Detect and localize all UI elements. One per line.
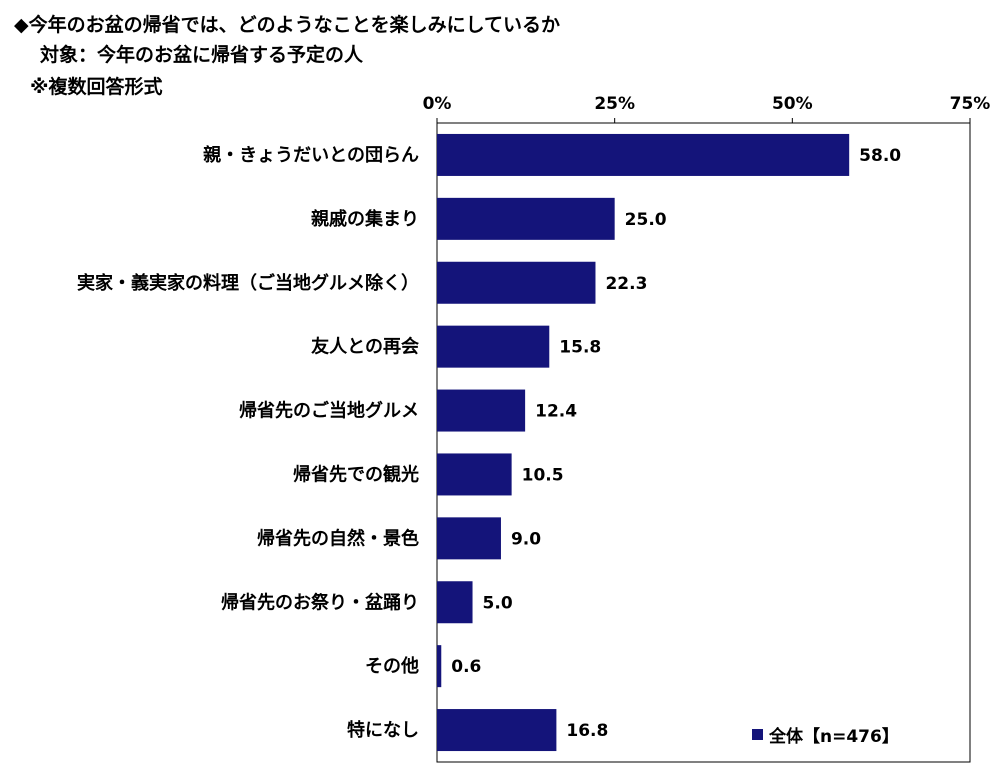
data-label: 9.0: [511, 529, 541, 549]
bar: [437, 645, 442, 688]
bar: [437, 581, 473, 624]
chart-title: ◆今年のお盆の帰省では、どのようなことを楽しみにしているか: [14, 14, 561, 36]
category-label: 親戚の集まり: [311, 208, 419, 230]
bar: [437, 709, 557, 752]
bar: [437, 197, 615, 240]
legend-label: 全体【n=476】: [769, 727, 899, 747]
category-label: 帰省先での観光: [293, 463, 419, 485]
legend: 全体【n=476】: [752, 722, 899, 747]
bar: [437, 517, 501, 560]
data-label: 22.3: [605, 274, 647, 294]
category-label: 友人との再会: [311, 336, 419, 358]
x-tick-label: 0%: [423, 94, 452, 114]
data-label: 25.0: [625, 210, 667, 230]
data-label: 12.4: [535, 402, 577, 422]
data-label: 16.8: [566, 721, 608, 741]
bar: [437, 133, 850, 176]
legend-swatch: [752, 729, 763, 740]
plot-area-frame: [436, 122, 971, 763]
data-label: 5.0: [483, 593, 513, 613]
bar: [437, 453, 512, 496]
bar: [437, 325, 550, 368]
x-tick-label: 75%: [950, 94, 991, 114]
category-label: 帰省先のお祭り・盆踊り: [221, 591, 419, 613]
bar: [437, 261, 596, 304]
chart-answer-format-note: ※複数回答形式: [30, 76, 163, 98]
category-label: 親・きょうだいとの団らん: [203, 144, 419, 166]
data-label: 15.8: [559, 338, 601, 358]
x-tick-label: 50%: [772, 94, 813, 114]
category-label: 特になし: [347, 719, 419, 741]
x-tick-label: 25%: [594, 94, 635, 114]
category-label: 実家・義実家の料理（ご当地グルメ除く）: [77, 272, 419, 294]
data-label: 0.6: [451, 657, 481, 677]
data-label: 10.5: [522, 465, 564, 485]
category-label: その他: [365, 655, 419, 677]
chart-target-note: 対象：今年のお盆に帰省する予定の人: [40, 44, 364, 66]
category-label: 帰省先のご当地グルメ: [239, 400, 419, 422]
bar: [437, 389, 526, 432]
data-label: 58.0: [859, 146, 901, 166]
category-label: 帰省先の自然・景色: [257, 527, 419, 549]
